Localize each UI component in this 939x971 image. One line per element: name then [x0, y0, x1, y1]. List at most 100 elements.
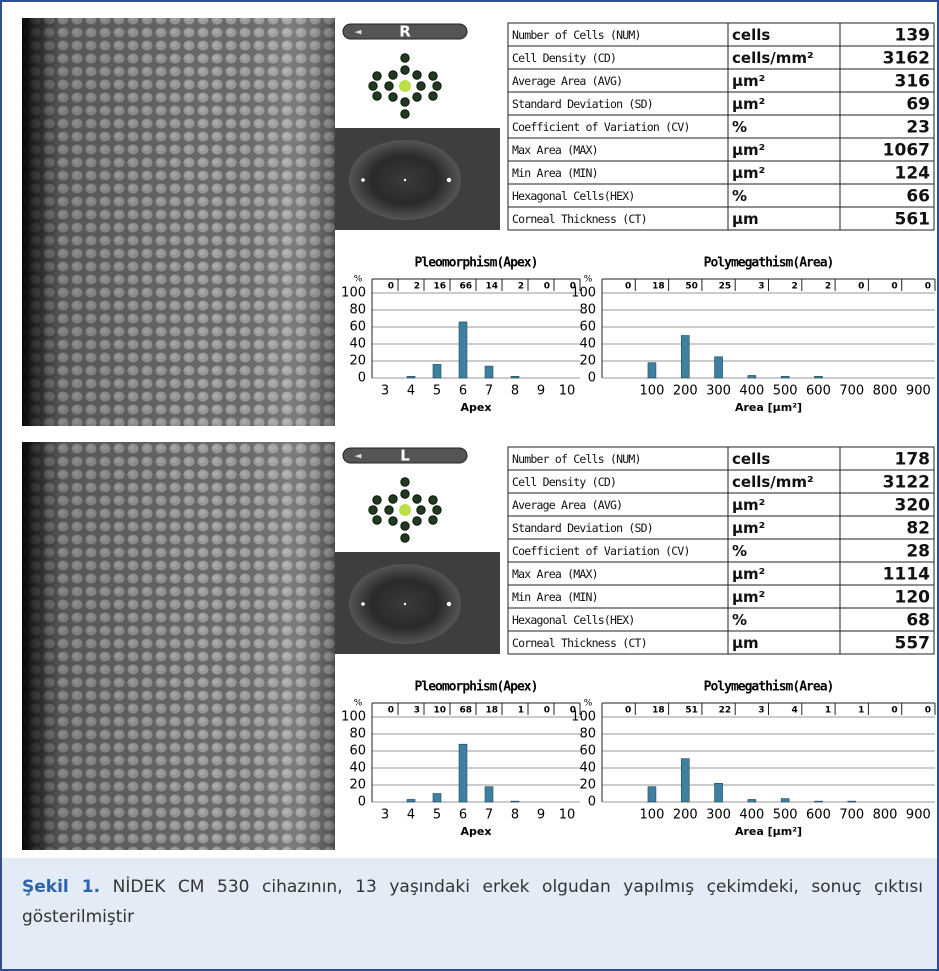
bar — [433, 364, 441, 378]
fixation-dot — [369, 506, 377, 514]
x-axis-label: Apex — [461, 825, 492, 838]
caption-label: Şekil 1. — [22, 877, 100, 897]
row-label: Min Area (MIN) — [512, 590, 598, 604]
value-label: 4 — [792, 706, 798, 716]
value-label: 2 — [518, 282, 524, 292]
fixation-dot — [373, 496, 381, 504]
row-value: 68 — [906, 611, 930, 631]
y-tick-label: 20 — [579, 778, 596, 793]
value-label: 0 — [858, 282, 864, 292]
value-label: 22 — [719, 706, 732, 716]
x-tick-label: 500 — [773, 808, 798, 823]
x-tick-label: 7 — [485, 384, 493, 399]
fixation-dot — [373, 516, 381, 524]
x-tick-label: 3 — [381, 384, 389, 399]
row-value: 178 — [895, 450, 931, 470]
value-label: 0 — [891, 282, 897, 292]
x-tick-label: 10 — [559, 808, 576, 823]
y-tick-label: 0 — [588, 795, 596, 810]
fixation-dot — [401, 98, 409, 106]
y-tick-label: 100 — [341, 286, 366, 301]
eye-button-arrow: ◄ — [355, 452, 362, 462]
y-axis-label: % — [584, 699, 593, 709]
micrograph-shade — [22, 442, 335, 850]
x-tick-label: 6 — [459, 808, 467, 823]
y-tick-label: 60 — [349, 320, 366, 335]
y-tick-label: 60 — [579, 320, 596, 335]
value-label: 16 — [433, 282, 446, 292]
row-label: Average Area (AVG) — [512, 74, 622, 88]
row-unit: % — [732, 542, 747, 560]
row-label: Cell Density (CD) — [512, 51, 616, 65]
y-tick-label: 40 — [349, 761, 366, 776]
y-tick-label: 20 — [349, 354, 366, 369]
fixation-dot — [429, 92, 437, 100]
row-unit: µm² — [732, 588, 765, 606]
row-value: 69 — [906, 95, 930, 115]
bar — [407, 376, 415, 378]
value-label: 0 — [544, 282, 550, 292]
value-label: 0 — [388, 706, 394, 716]
y-tick-label: 100 — [571, 710, 596, 725]
value-label: 0 — [625, 282, 631, 292]
y-tick-label: 20 — [579, 354, 596, 369]
x-tick-label: 7 — [485, 808, 493, 823]
x-tick-label: 4 — [407, 384, 415, 399]
value-label: 0 — [925, 706, 931, 716]
eye-reflex — [404, 179, 406, 181]
row-unit: µm² — [732, 496, 765, 514]
y-tick-label: 20 — [349, 778, 366, 793]
row-value: 557 — [895, 634, 931, 654]
x-tick-label: 4 — [407, 808, 415, 823]
x-tick-label: 5 — [433, 808, 441, 823]
row-unit: cells/mm² — [732, 473, 814, 491]
page: ◄RNumber of Cells (NUM)cells139Cell Dens… — [0, 0, 939, 971]
row-label: Standard Deviation (SD) — [512, 521, 653, 535]
fixation-dot — [401, 66, 409, 74]
value-label: 66 — [459, 282, 472, 292]
row-value: 320 — [895, 496, 931, 516]
fixation-dot — [413, 93, 421, 101]
eye-label: R — [399, 23, 411, 41]
y-axis-label: % — [354, 275, 363, 285]
bar — [459, 322, 467, 378]
row-unit: % — [732, 187, 747, 205]
value-label: 2 — [825, 282, 831, 292]
row-unit: µm² — [732, 72, 765, 90]
fixation-dot — [373, 92, 381, 100]
bar — [848, 801, 856, 802]
row-label: Average Area (AVG) — [512, 498, 622, 512]
bar — [748, 799, 756, 802]
chart-title: Polymegathism(Area) — [704, 256, 834, 271]
y-tick-label: 40 — [579, 761, 596, 776]
fixation-dot — [401, 490, 409, 498]
fixation-dot — [429, 496, 437, 504]
x-tick-label: 400 — [739, 384, 764, 399]
y-tick-label: 80 — [579, 727, 596, 742]
x-tick-label: 800 — [873, 384, 898, 399]
bar — [715, 357, 723, 378]
bar — [459, 744, 467, 802]
x-axis-label: Area [µm²] — [735, 825, 802, 838]
x-tick-label: 10 — [559, 384, 576, 399]
value-label: 0 — [388, 282, 394, 292]
y-tick-label: 0 — [358, 795, 366, 810]
value-label: 50 — [685, 282, 698, 292]
value-label: 0 — [891, 706, 897, 716]
fixation-dot — [389, 495, 397, 503]
fixation-center — [399, 504, 411, 516]
row-label: Number of Cells (NUM) — [512, 28, 641, 42]
caption-box: Şekil 1. NİDEK CM 530 cihazının, 13 yaşı… — [2, 858, 937, 969]
bar — [681, 759, 689, 802]
x-tick-label: 300 — [706, 808, 731, 823]
fixation-dot — [429, 516, 437, 524]
row-label: Hexagonal Cells(HEX) — [512, 613, 634, 627]
caption: Şekil 1. NİDEK CM 530 cihazının, 13 yaşı… — [22, 872, 923, 932]
bar — [485, 366, 493, 378]
fixation-dot — [429, 72, 437, 80]
x-tick-label: 800 — [873, 808, 898, 823]
caption-text: NİDEK CM 530 cihazının, 13 yaşındaki erk… — [22, 877, 923, 927]
row-value: 82 — [906, 519, 930, 539]
fixation-dot — [373, 72, 381, 80]
row-label: Hexagonal Cells(HEX) — [512, 189, 634, 203]
